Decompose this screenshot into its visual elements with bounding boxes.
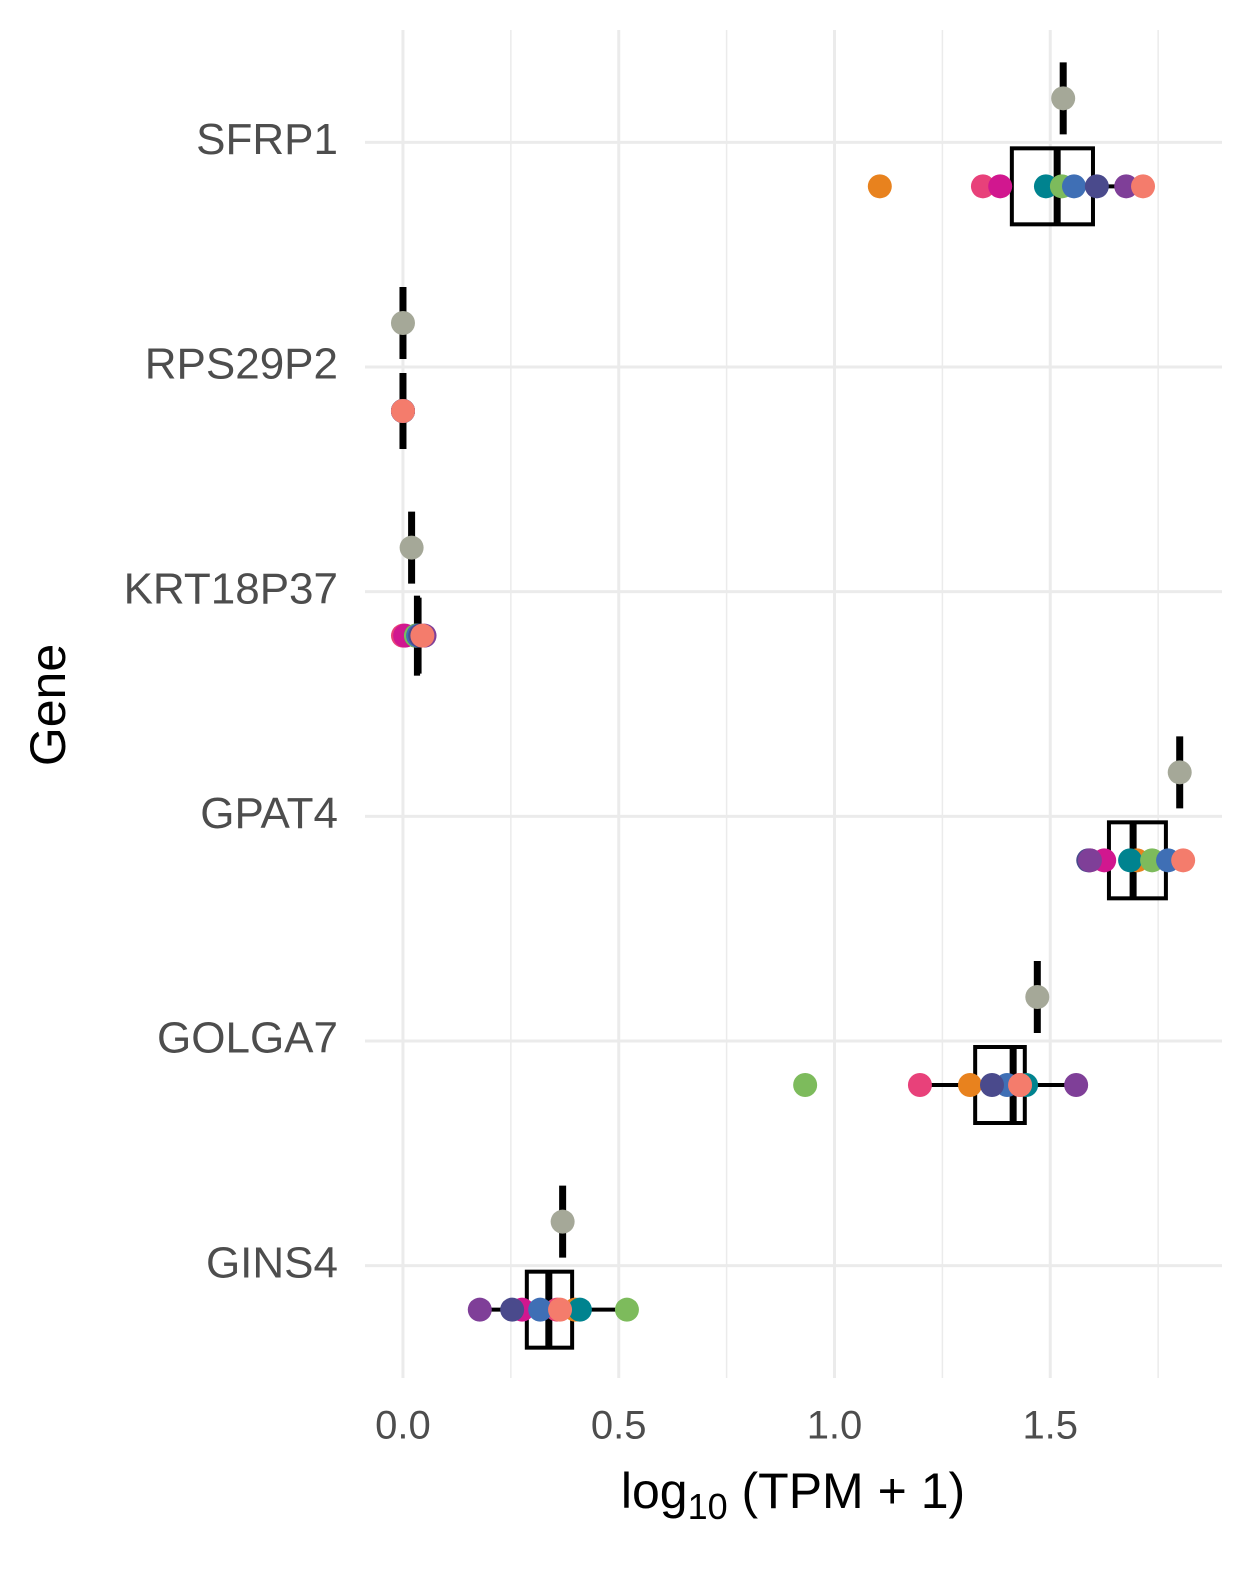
sample-point <box>1118 848 1143 873</box>
sample-point <box>548 1297 573 1322</box>
reference-point <box>1051 86 1076 111</box>
x-tick-label: 1.0 <box>807 1404 863 1448</box>
sample-point <box>867 174 892 199</box>
x-tick-label: 0.0 <box>375 1404 431 1448</box>
y-tick-label: KRT18P37 <box>124 564 338 613</box>
reference-point <box>1167 760 1192 785</box>
x-title-rest: (TPM + 1) <box>728 1463 966 1519</box>
sample-point <box>567 1297 592 1322</box>
sample-point <box>1131 174 1156 199</box>
y-axis-title: Gene <box>20 644 76 766</box>
sample-point <box>500 1297 525 1322</box>
sample-point <box>410 623 435 648</box>
x-title-subscript: 10 <box>688 1486 728 1527</box>
sample-point <box>988 174 1013 199</box>
sample-point <box>979 1073 1004 1097</box>
sample-point <box>1064 1073 1089 1097</box>
y-tick-label: RPS29P2 <box>145 340 338 389</box>
sample-point <box>970 174 995 199</box>
sample-point <box>1061 174 1086 199</box>
sample-point <box>1084 174 1109 199</box>
sample-point <box>1114 174 1139 199</box>
x-tick-label: 0.5 <box>591 1404 647 1448</box>
sample-point <box>528 1297 553 1322</box>
sample-point <box>1171 848 1196 873</box>
sample-point <box>957 1073 982 1097</box>
reference-point <box>550 1209 575 1234</box>
y-tick-label: GPAT4 <box>200 789 338 838</box>
sample-point <box>907 1073 932 1097</box>
x-tick-label: 1.5 <box>1022 1404 1078 1448</box>
sample-point <box>793 1073 818 1097</box>
reference-point <box>390 311 415 335</box>
x-title-base: log <box>621 1463 688 1519</box>
reference-point <box>1025 985 1050 1009</box>
y-tick-label: SFRP1 <box>196 115 338 164</box>
reference-point <box>399 535 424 560</box>
y-tick-label: GOLGA7 <box>157 1014 338 1063</box>
x-axis-title: log10 (TPM + 1) <box>621 1463 965 1526</box>
sample-point <box>390 399 415 423</box>
y-tick-label: GINS4 <box>206 1238 338 1287</box>
sample-point <box>1008 1073 1033 1097</box>
sample-point <box>467 1297 492 1322</box>
sample-point <box>614 1297 639 1322</box>
sample-point <box>1077 848 1102 873</box>
